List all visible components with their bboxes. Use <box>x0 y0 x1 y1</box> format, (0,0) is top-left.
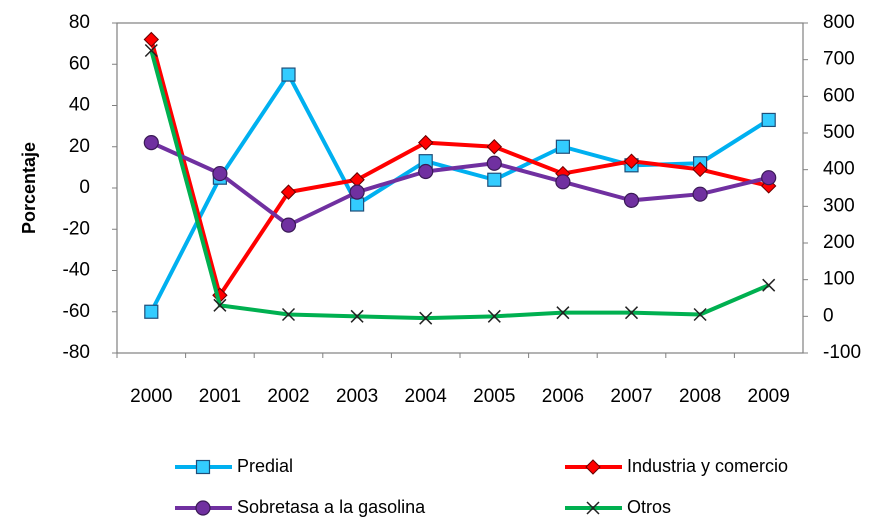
y-tick-label: 80 <box>69 12 90 33</box>
x-tick-label: 2001 <box>199 386 241 407</box>
x-tick-label: 2004 <box>405 386 448 407</box>
y2-tick-label: 700 <box>823 49 855 70</box>
marker <box>419 311 433 325</box>
y-tick-label: -60 <box>63 301 90 322</box>
series-line <box>149 38 770 298</box>
marker <box>144 43 158 58</box>
marker <box>144 304 159 319</box>
marker <box>486 139 503 155</box>
series-line <box>149 49 770 321</box>
y2-tick-label: 200 <box>823 232 855 253</box>
x-tick-label: 2009 <box>748 386 790 407</box>
marker <box>195 459 211 475</box>
marker <box>417 134 434 151</box>
marker <box>143 31 160 48</box>
marker <box>350 309 364 323</box>
x-tick-label: 2007 <box>610 386 652 407</box>
marker <box>280 217 297 233</box>
marker <box>692 186 708 202</box>
y-tick-label: 40 <box>69 95 90 116</box>
marker <box>761 112 776 128</box>
legend-label: Otros <box>627 497 671 517</box>
marker <box>487 309 501 323</box>
y-tick-label: 60 <box>69 53 90 74</box>
marker <box>693 307 707 322</box>
marker <box>555 174 571 190</box>
y-tick-label: -80 <box>63 342 90 363</box>
y-tick-label: -20 <box>63 218 90 239</box>
marker <box>586 501 600 515</box>
marker <box>195 500 211 516</box>
marker <box>486 155 502 171</box>
marker <box>212 165 228 182</box>
legend-label: Sobretasa a la gasolina <box>237 497 426 517</box>
marker <box>213 298 227 312</box>
marker <box>623 192 640 208</box>
x-tick-label: 2000 <box>130 386 172 407</box>
marker <box>761 170 777 186</box>
y2-tick-label: 800 <box>823 12 855 33</box>
marker <box>692 161 708 178</box>
x-tick-label: 2002 <box>267 386 309 407</box>
series-line <box>150 140 770 228</box>
marker <box>280 184 297 200</box>
marker <box>585 459 601 475</box>
marker <box>418 163 434 180</box>
marker <box>350 197 365 212</box>
x-tick-label: 2006 <box>542 386 584 407</box>
marker <box>623 153 640 169</box>
y-tick-label: -40 <box>63 260 90 281</box>
marker <box>762 278 776 292</box>
legend-label: Industria y comercio <box>627 456 788 476</box>
marker <box>143 135 159 151</box>
legend-label: Predial <box>237 456 293 476</box>
y-tick-label: 20 <box>69 136 90 157</box>
y2-tick-label: 0 <box>823 305 834 326</box>
y-axis-label: Porcentaje <box>19 142 39 234</box>
y2-tick-label: 300 <box>823 195 855 216</box>
marker <box>487 172 502 187</box>
y-tick-label: 0 <box>79 177 90 198</box>
x-tick-label: 2003 <box>336 386 378 407</box>
y2-tick-label: 600 <box>823 85 855 106</box>
y2-tick-label: -100 <box>823 342 861 363</box>
y2-tick-label: 100 <box>823 269 855 290</box>
y2-tick-label: 500 <box>823 122 855 143</box>
marker <box>555 139 571 154</box>
marker <box>556 306 570 320</box>
marker <box>281 67 296 82</box>
y2-tick-label: 400 <box>823 159 855 180</box>
x-tick-label: 2005 <box>473 386 515 407</box>
marker <box>349 184 365 200</box>
marker <box>281 307 296 322</box>
marker <box>624 306 639 320</box>
x-tick-label: 2008 <box>679 386 721 407</box>
